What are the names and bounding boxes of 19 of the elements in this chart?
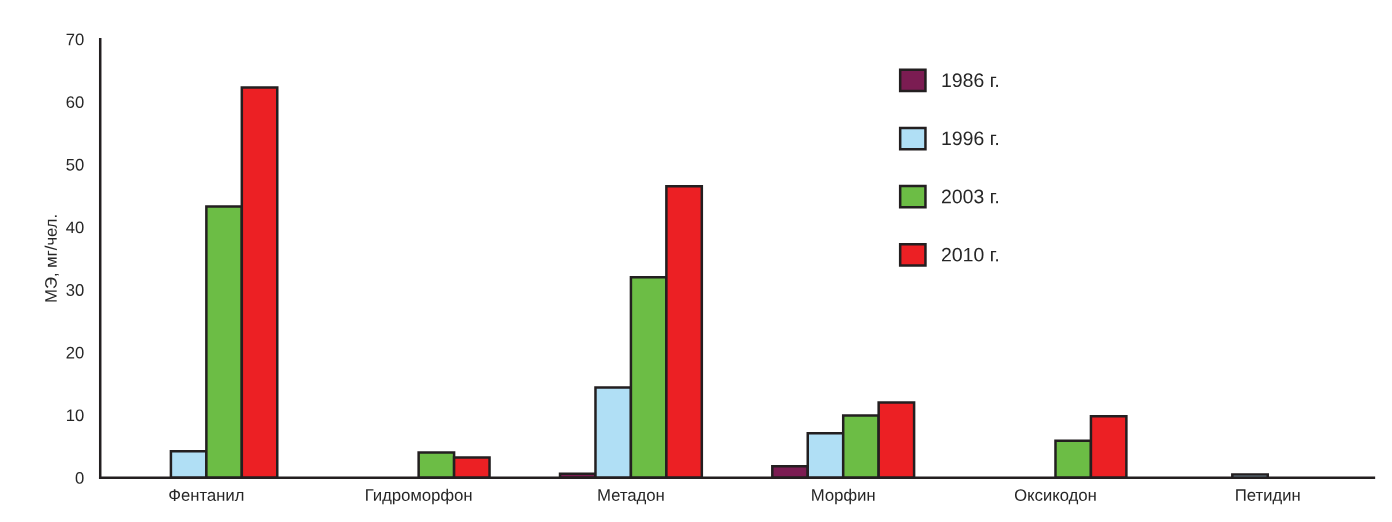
legend-label: 1986 г. — [942, 73, 999, 88]
legend-label: 1996 г. — [942, 131, 999, 146]
y-axis-title: МЭ, мг/чел. — [44, 215, 59, 302]
y-tick-label: 60 — [66, 96, 84, 108]
x-tick-label: Гидроморфон — [366, 488, 472, 505]
legend-label: 2003 г. — [941, 189, 999, 204]
y-tick-label: 20 — [66, 346, 84, 359]
y-tick-label: 10 — [66, 409, 84, 422]
x-tick-label: Оксикодон — [1014, 489, 1096, 505]
legend-label: 2010 г. — [941, 247, 999, 262]
x-tick-label: Морфин — [812, 488, 875, 505]
y-tick-label: 30 — [66, 284, 84, 296]
y-tick-label: 40 — [66, 221, 84, 234]
y-tick-label: 0 — [75, 472, 84, 484]
x-tick-label: Метадон — [598, 489, 664, 505]
x-tick-label: Петидин — [1236, 489, 1300, 505]
y-tick-label: 70 — [66, 33, 84, 46]
x-tick-label: Фентанил — [169, 489, 244, 501]
y-tick-label: 50 — [66, 158, 84, 171]
